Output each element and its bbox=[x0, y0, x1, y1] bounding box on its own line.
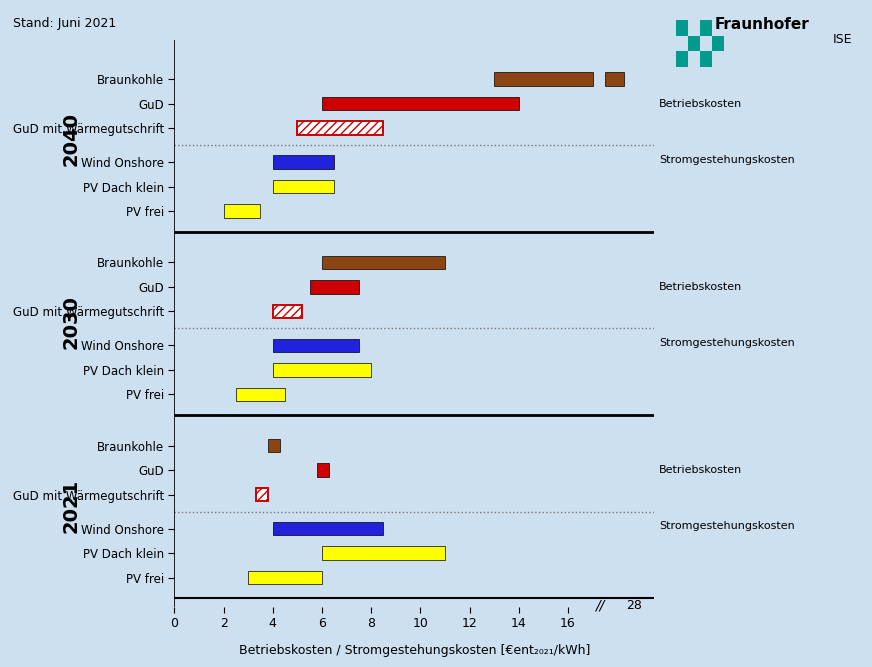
Bar bbox=[273, 305, 303, 318]
Text: Betriebskosten: Betriebskosten bbox=[659, 465, 742, 475]
Bar bbox=[699, 20, 712, 35]
Text: 2021: 2021 bbox=[62, 478, 80, 533]
Bar bbox=[676, 51, 688, 67]
Text: ISE: ISE bbox=[833, 33, 852, 46]
Bar bbox=[273, 305, 303, 318]
Bar bbox=[297, 121, 384, 135]
Text: Fraunhofer: Fraunhofer bbox=[715, 17, 810, 31]
Bar bbox=[249, 571, 322, 584]
Bar bbox=[255, 488, 268, 502]
Text: 2040: 2040 bbox=[62, 112, 80, 166]
Bar bbox=[255, 488, 268, 502]
Bar bbox=[322, 255, 445, 269]
Text: 2030: 2030 bbox=[62, 295, 80, 350]
Bar bbox=[494, 73, 592, 86]
Text: Stromgestehungskosten: Stromgestehungskosten bbox=[659, 155, 794, 165]
Text: Stromgestehungskosten: Stromgestehungskosten bbox=[659, 522, 794, 532]
Text: Stand: Juni 2021: Stand: Juni 2021 bbox=[13, 17, 116, 29]
Bar bbox=[236, 388, 285, 401]
Bar bbox=[297, 121, 384, 135]
Bar bbox=[322, 546, 445, 560]
Bar bbox=[223, 204, 261, 218]
Text: //: // bbox=[596, 599, 604, 613]
Text: Betriebskosten: Betriebskosten bbox=[659, 282, 742, 292]
Bar bbox=[605, 73, 624, 86]
Bar bbox=[322, 97, 519, 110]
Bar bbox=[699, 51, 712, 67]
Bar bbox=[273, 180, 334, 193]
Bar bbox=[273, 522, 384, 536]
Text: Betriebskosten: Betriebskosten bbox=[659, 99, 742, 109]
X-axis label: Betriebskosten / Stromgestehungskosten [€ent₂₀₂₁/kWh]: Betriebskosten / Stromgestehungskosten [… bbox=[239, 644, 589, 657]
Bar bbox=[268, 439, 280, 452]
Bar bbox=[317, 464, 330, 477]
Bar bbox=[310, 280, 359, 293]
Bar bbox=[273, 364, 371, 377]
Bar bbox=[273, 155, 334, 169]
Bar bbox=[273, 339, 359, 352]
Bar bbox=[712, 35, 724, 51]
Bar bbox=[688, 35, 699, 51]
Bar bbox=[676, 20, 688, 35]
Text: Stromgestehungskosten: Stromgestehungskosten bbox=[659, 338, 794, 348]
Text: 28: 28 bbox=[626, 599, 643, 612]
